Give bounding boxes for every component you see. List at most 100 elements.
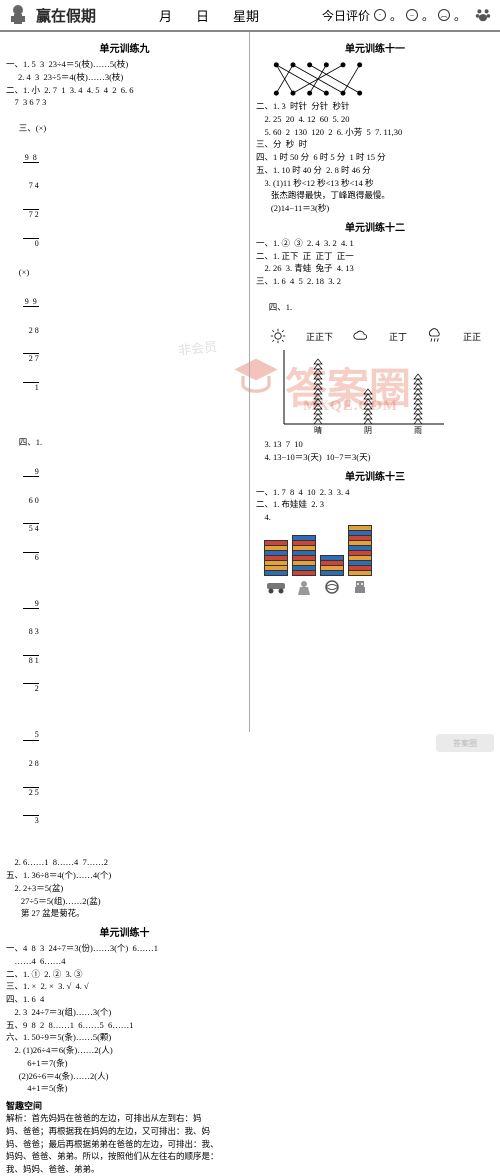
weekday-label: 星期 [233,6,259,25]
svg-text:晴: 晴 [314,425,322,435]
u9-l6: 四、1. 9 6 0 5 4 6 9 8 3 8 1 2 5 2 8 2 5 3 [6,423,243,856]
toy-icons-row [264,579,494,595]
u11-l4: 三、分 秒 时 [256,138,494,151]
zq-l2: 妈、爸爸；再根据我在妈妈的左边，又可排出：我、妈 [6,1125,243,1138]
ball-icon [320,579,344,595]
lda-r: 5 4 [23,523,39,533]
u10-l3: 二、1. ① 2. ② 3. ③ [6,968,243,981]
zq-l4: 妈妈、爸爸、弟弟。所以，按照他们从左往右的顺序是： [6,1150,243,1163]
ld1-top: 9 8 [23,153,39,163]
u11-l8: 张杰跑得最快，丁峰跑得最慢。 [256,189,494,202]
u11-l5: 四、1 时 50 分 6 时 5 分 1 时 15 分 [256,151,494,164]
zhiqu-title: 智趣空间 [6,1099,243,1112]
unit9-title: 单元训练九 [6,40,243,55]
paw-icon [474,6,492,24]
u9-l11: 第 27 盆是菊花。 [6,907,243,920]
ld2-mid: 2 7 [23,353,39,363]
sun-icon [270,328,286,344]
day-label: 日 [196,6,209,25]
lda-d: 6 0 [23,496,39,505]
rating-block: 今日评价 ᵕ 。 ‒ 。 ︵ 。 [322,7,466,24]
dot: 。 [390,7,402,24]
u10-l4: 三、1. × 2. × 3. √ 4. √ [6,980,243,993]
u12-l5-row: 四、1. [256,288,494,326]
u10-l12: 4+1＝5(条) [6,1082,243,1095]
rating-label: 今日评价 [322,7,370,24]
month-label: 月 [159,6,172,25]
brand-title: 赢在假期 [36,5,96,26]
bar-stack [264,541,288,576]
ldb-r: 8 1 [23,655,39,665]
stacked-bars [264,526,494,576]
lda-q: 9 [23,467,39,477]
u10-l6: 2. 3 24÷7＝3(组)……3(个) [6,1006,243,1019]
unit11-title: 单元训练十一 [256,40,494,55]
ldc-d: 2 8 [23,759,39,768]
weather-tally-row: 正正下 正丁 正正 [270,328,494,344]
u11-l1: 二、1. 3 时针 分针 秒针 [256,100,494,113]
u11-l7: 3. (1)11 秒<12 秒<13 秒<14 秒 [256,177,494,190]
face-happy-icon: ᵕ [374,9,386,21]
u9-l5: 三、(×) 9 8 7 4 7 2 0 (×) 9 9 2 8 2 7 1 [6,109,243,423]
u13-l2: 二、1. 布娃娃 2. 3 [256,498,494,511]
right-column: 单元训练十一 二、1. 3 时针 分针 秒针 2. 25 20 4. 12 60… [250,32,500,732]
u10-l5: 四、1. 6 4 [6,993,243,1006]
u9-l2: 2. 4 3 23÷5＝4(枝)……3(枝) [6,71,243,84]
dot: 。 [454,7,466,24]
ldb-d: 8 3 [23,627,39,636]
u12-l5-label: 四、1. [269,302,292,312]
u11-l2: 2. 25 20 4. 12 60 5. 20 [256,113,494,126]
u10-l2: ……4 6……4 [6,955,243,968]
u10-l9: 2. (1)26÷4＝6(条)……2(人) [6,1044,243,1057]
u9-l10: 27÷5＝5(组)……2(盆) [6,895,243,908]
u11-l6: 五、1. 10 时 40 分 2. 8 时 46 分 [256,164,494,177]
doll-icon [292,579,316,595]
ld2-bot: 1 [23,382,39,392]
svg-text:雨: 雨 [414,426,422,435]
ld2-div: 2 8 [23,326,39,335]
u12-l1: 一、1. ② ③ 2. 4 3. 2 4. 1 [256,237,494,250]
u12-l7: 4. 13−10＝3(天) 10−7＝3(天) [256,451,494,464]
u10-l11: (2)26÷6＝4(条)……2(人) [6,1070,243,1083]
longdiv-1: 9 8 7 4 7 2 0 [23,135,39,267]
u9-l9: 2. 2+3＝5(盆) [6,882,243,895]
date-fields: 月 日 星期 [104,6,314,25]
unit10-title: 单元训练十 [6,924,243,939]
ld-c: 5 2 8 2 5 3 [23,712,39,844]
u12-l2: 二、1. 正下 正 正丁 正一 [256,250,494,263]
u13-l1: 一、1. 7 8 4 10 2. 3 3. 4 [256,486,494,499]
u9-l3: 二、1. 小 2. 7 1 3. 4 4. 5 4 2 6. 6 [6,84,243,97]
ld2-top: 9 9 [23,297,39,307]
ldc-r: 2 5 [23,787,39,797]
u9-l6-label: 四、1. [19,437,42,447]
ld1-mid: 7 2 [23,209,39,219]
ld1-div: 7 4 [23,181,39,190]
u9-l5-label: 三、(×) [19,123,46,133]
svg-text:阴: 阴 [364,426,372,435]
robot-icon [348,579,372,595]
left-column: 单元训练九 一、1. 5 3 23÷4＝5(枝)……5(枝) 2. 4 3 23… [0,32,250,732]
dot: 。 [422,7,434,24]
tally-sunny: 正正下 [306,330,333,343]
unit12-title: 单元训练十二 [256,219,494,234]
ldc-rm: 3 [23,815,39,825]
cloud-icon [353,328,369,344]
ld-b: 9 8 3 8 1 2 [23,580,39,712]
bar-stack [292,536,316,576]
ld1-bot: 0 [23,238,39,248]
u10-l8: 六、1. 50÷9＝5(条)……5(颗) [6,1031,243,1044]
matching-diagram [268,58,368,100]
zq-l5: 我、妈妈、爸爸、弟弟。 [6,1163,243,1176]
u11-l9: (2)14−11＝3(秒) [256,202,494,215]
u9-l5b: (×) [19,267,29,277]
ldb-rm: 2 [23,683,39,693]
longdiv-2: 9 9 2 8 2 7 1 [23,279,39,411]
bar-stack [320,556,344,576]
ldb-q: 9 [23,599,39,609]
u10-l10: 6+1＝7(条) [6,1057,243,1070]
tally-rain: 正正 [463,330,481,343]
unit13-title: 单元训练十三 [256,468,494,483]
lda-rm: 6 [23,552,39,562]
u9-l7: 2. 6……1 8……4 7……2 [6,856,243,869]
ld-a: 9 6 0 5 4 6 [23,449,39,581]
